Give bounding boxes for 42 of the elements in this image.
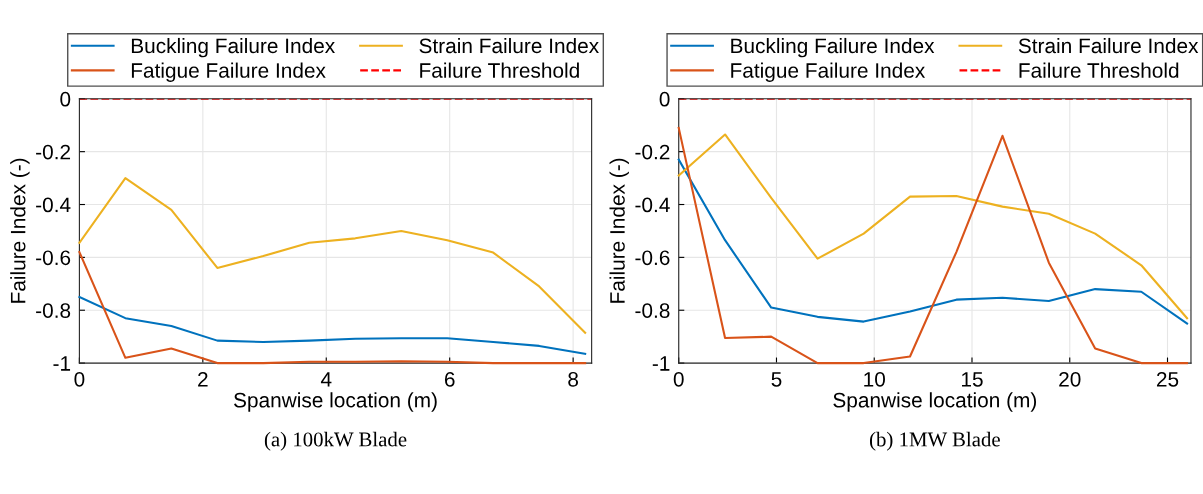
x-tick-label: 20	[1059, 371, 1081, 387]
y-tick-label: -0.8	[36, 303, 71, 318]
y-axis-title: Failure Index (-)	[609, 158, 629, 303]
legend-label: Buckling Failure Index	[131, 37, 335, 58]
x-tick-label: 0	[673, 371, 684, 387]
y-tick-label: 0	[60, 91, 71, 107]
x-axis-title: Spanwise location (m)	[234, 392, 437, 412]
y-tick-label: 0	[659, 91, 670, 107]
x-tick-label: 15	[962, 372, 983, 387]
text: (a) 100kW Blade	[264, 431, 407, 451]
legend-label: Fatigue Failure Index	[731, 62, 926, 82]
x-tick-label: 5	[771, 372, 782, 387]
legend-label: Strain Failure Index	[419, 37, 599, 54]
legend-label: Failure Threshold	[420, 62, 579, 78]
y-axis-title: Failure Index (-)	[10, 158, 30, 303]
y-tick-label: -0.8	[635, 303, 670, 318]
y-tick-label: -0.2	[36, 144, 71, 160]
line-series	[677, 133, 1189, 320]
y-tick-label: -0.2	[635, 144, 670, 160]
y-tick-label: -1	[652, 356, 670, 371]
x-tick-label: 8	[568, 371, 579, 387]
y-tick-label: -0.4	[635, 197, 670, 213]
legend-label: Strain Failure Index	[1018, 37, 1199, 54]
y-tick-label: -0.6	[36, 250, 71, 266]
line-series	[677, 158, 1189, 325]
y-tick-label: -0.4	[36, 197, 71, 213]
x-tick-label: 4	[320, 372, 332, 387]
line-series	[78, 251, 587, 365]
x-axis-title: Spanwise location (m)	[833, 392, 1037, 412]
line-series	[78, 295, 587, 355]
legend-label: Fatigue Failure Index	[131, 62, 326, 82]
x-tick-label: 0	[74, 371, 85, 387]
text: (b) 1MW Blade	[869, 431, 1000, 451]
x-tick-label: 25	[1156, 371, 1179, 387]
y-tick-label: -0.6	[635, 250, 670, 266]
x-tick-label: 2	[198, 371, 208, 387]
line-series	[78, 177, 587, 334]
x-tick-label: 10	[864, 371, 886, 387]
x-tick-label: 6	[444, 371, 455, 387]
y-tick-label: -1	[53, 356, 71, 371]
legend-label: Buckling Failure Index	[731, 37, 935, 58]
legend-label: Failure Threshold	[1019, 62, 1179, 78]
